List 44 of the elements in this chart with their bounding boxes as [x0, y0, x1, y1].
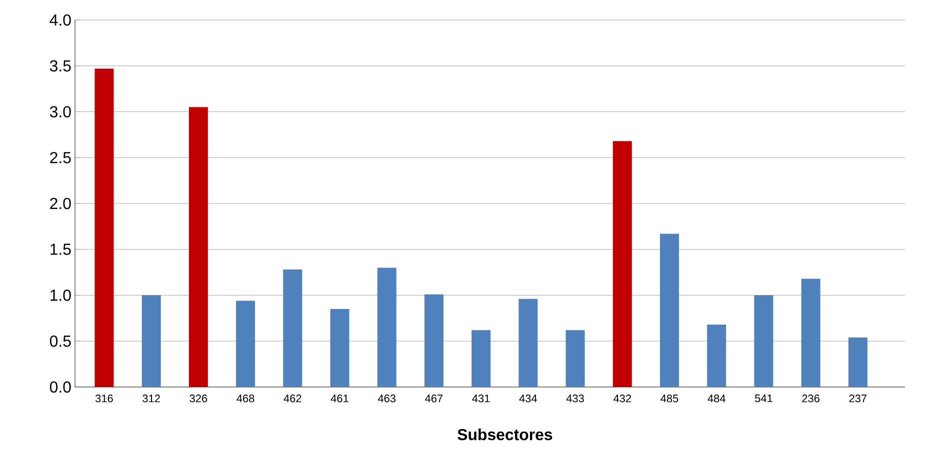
x-tick-label: 434: [519, 394, 537, 402]
x-tick-label: 541: [754, 394, 772, 402]
y-tick-label: 4.0: [50, 14, 71, 26]
bar: [754, 295, 774, 387]
x-tick-label: 463: [378, 394, 396, 402]
bar: [518, 298, 538, 387]
y-tick-label: 1.0: [50, 290, 71, 301]
x-tick-label: 237: [849, 394, 866, 402]
bar: [707, 324, 726, 387]
x-tick-label: 468: [236, 394, 254, 402]
y-tick-label: 1.5: [50, 244, 71, 255]
x-tick-label: 433: [566, 394, 584, 402]
y-tick-label: 2.0: [50, 198, 71, 210]
bar: [94, 68, 114, 387]
bar: [848, 337, 868, 387]
bar: [377, 268, 396, 387]
bar: [142, 295, 161, 387]
x-tick-label: 484: [708, 394, 726, 402]
bar: [660, 234, 679, 387]
x-axis-title: Subsectores: [458, 428, 552, 440]
x-tick-label: 467: [425, 394, 443, 402]
bar: [612, 141, 632, 387]
x-tick-label: 485: [660, 394, 678, 402]
x-tick-label: 326: [190, 394, 208, 402]
bar: [424, 294, 444, 387]
x-tick-label: 462: [284, 394, 302, 402]
x-tick-label: 312: [142, 394, 160, 402]
y-tick-label: 0.0: [50, 381, 71, 393]
bar: [566, 330, 585, 387]
x-tick-label: 431: [472, 394, 490, 402]
bar: [236, 300, 256, 387]
bar: [188, 107, 208, 387]
y-tick-label: 3.5: [50, 60, 71, 72]
x-tick-label: 236: [802, 394, 820, 402]
bar: [801, 278, 820, 387]
bar: [330, 309, 350, 387]
bar: [472, 330, 491, 387]
y-tick-label: 3.0: [50, 106, 71, 118]
x-tick-label: 461: [330, 394, 348, 402]
x-tick-label: 316: [95, 394, 113, 402]
bar: [283, 270, 302, 387]
x-tick-label: 432: [613, 394, 631, 402]
y-tick-label: 0.5: [50, 335, 71, 347]
y-tick-label: 2.5: [50, 152, 71, 164]
